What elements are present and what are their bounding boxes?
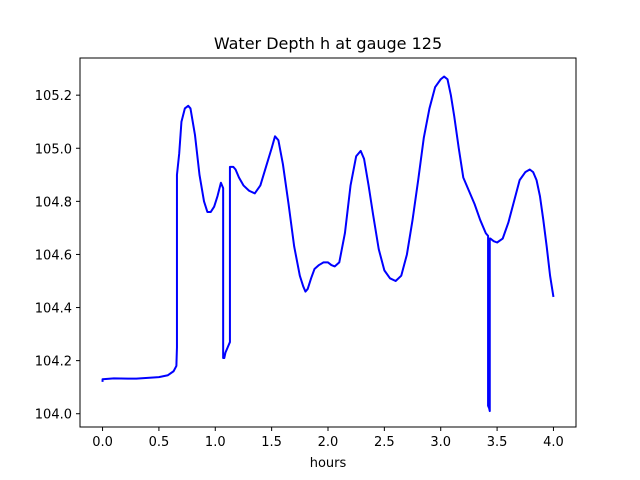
plot-frame — [79, 57, 577, 428]
plot-area — [79, 57, 577, 428]
y-tick-label: 105.2 — [35, 89, 72, 104]
y-tick-label: 104.2 — [35, 355, 72, 370]
x-tick-label: 3.0 — [430, 435, 451, 450]
x-axis-label: hours — [310, 456, 347, 471]
chart-title: Water Depth h at gauge 125 — [214, 34, 442, 53]
x-tick-label: 1.0 — [205, 435, 226, 450]
x-tick-label: 2.5 — [374, 435, 395, 450]
x-tick-label: 4.0 — [543, 435, 564, 450]
series-line — [101, 75, 555, 413]
y-tick-label: 105.0 — [35, 142, 72, 157]
x-tick-label: 0.0 — [92, 435, 113, 450]
y-axis: 104.0 104.2 104.4 104.6 104.8 105.0 105.2 — [35, 89, 80, 423]
x-tick-label: 0.5 — [149, 435, 170, 450]
y-tick-label: 104.6 — [35, 248, 72, 263]
x-tick-label: 1.5 — [261, 435, 282, 450]
x-tick-label: 3.5 — [487, 435, 508, 450]
y-tick-label: 104.8 — [35, 195, 72, 210]
y-tick-label: 104.4 — [35, 302, 72, 317]
x-tick-label: 2.0 — [318, 435, 339, 450]
x-axis: 0.0 0.5 1.0 1.5 2.0 2.5 3.0 3.5 4.0 — [92, 427, 564, 450]
y-tick-label: 104.0 — [35, 408, 72, 423]
